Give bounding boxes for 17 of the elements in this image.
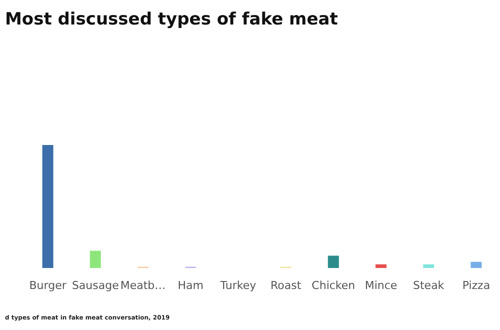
x-tick-label: Roast [270,279,302,292]
x-tick-label: Turkey [219,279,257,292]
x-tick-label: Ham [178,279,204,292]
x-tick-label: Burger [29,279,67,292]
x-tick-label: Steak [413,279,445,292]
chart-title: Most discussed types of fake meat [5,10,338,30]
bar [423,264,434,268]
x-tick-label: Chicken [312,279,356,292]
bar [470,262,482,268]
x-tick-label: Meatb… [120,279,166,292]
x-tick-label: Mince [364,279,398,292]
bar [90,250,101,268]
x-tick-label: Pizza [462,279,490,292]
bar [42,145,54,268]
bar [376,264,386,268]
x-tick-label: Sausage [72,279,120,292]
bar [328,256,339,268]
